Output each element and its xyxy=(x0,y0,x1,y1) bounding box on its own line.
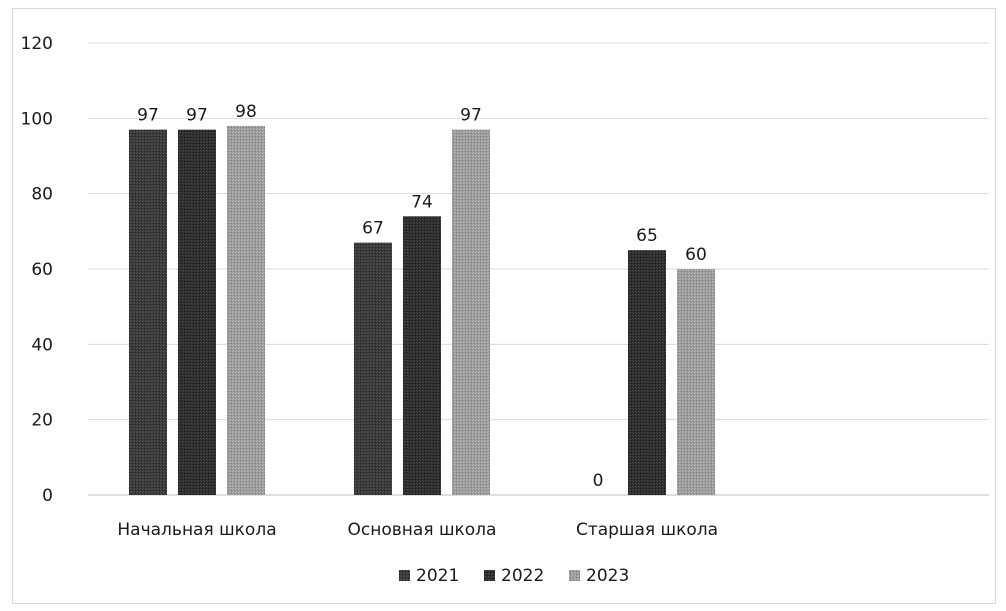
data-label: 60 xyxy=(685,245,707,265)
bar xyxy=(403,216,441,495)
gridlines xyxy=(88,42,989,496)
data-label: 0 xyxy=(593,471,604,491)
bars xyxy=(129,125,715,495)
legend-swatch xyxy=(399,570,410,581)
category-label: Основная школа xyxy=(348,520,497,540)
y-tick-label: 40 xyxy=(31,335,53,355)
y-tick-label: 100 xyxy=(21,109,53,129)
chart-frame: 0 20 40 60 80 100 120 97 97 98 67 74 97 0 65 60 Началь… xyxy=(12,8,996,604)
y-tick-label: 120 xyxy=(21,34,53,54)
data-labels: 97 97 98 67 74 97 0 65 60 xyxy=(137,102,707,491)
bar xyxy=(178,129,216,495)
data-label: 98 xyxy=(235,102,257,122)
legend: 2021 2022 2023 xyxy=(399,566,629,586)
y-tick-label: 0 xyxy=(42,486,53,506)
data-label: 97 xyxy=(137,106,159,126)
category-label: Старшая школа xyxy=(576,520,718,540)
y-tick-label: 20 xyxy=(31,411,53,431)
bar xyxy=(227,125,265,495)
legend-label: 2023 xyxy=(586,566,629,586)
bar xyxy=(452,129,490,495)
legend-swatch xyxy=(484,570,495,581)
bar-chart: 0 20 40 60 80 100 120 97 97 98 67 74 97 0 65 60 Началь… xyxy=(21,34,989,586)
legend-label: 2022 xyxy=(501,566,544,586)
y-tick-label: 80 xyxy=(31,185,53,205)
data-label: 74 xyxy=(411,192,433,212)
y-tick-label: 60 xyxy=(31,260,53,280)
bar xyxy=(129,129,167,495)
x-axis: Начальная школа Основная школа Старшая шко… xyxy=(117,520,718,540)
legend-swatch xyxy=(569,570,580,581)
data-label: 97 xyxy=(186,106,208,126)
data-label: 97 xyxy=(460,106,482,126)
category-label: Начальная школа xyxy=(117,520,276,540)
legend-label: 2021 xyxy=(416,566,459,586)
bar xyxy=(628,250,666,495)
y-axis: 0 20 40 60 80 100 120 xyxy=(21,34,53,506)
data-label: 65 xyxy=(636,226,658,246)
data-label: 67 xyxy=(362,219,384,239)
bar xyxy=(354,242,392,495)
bar xyxy=(677,269,715,495)
